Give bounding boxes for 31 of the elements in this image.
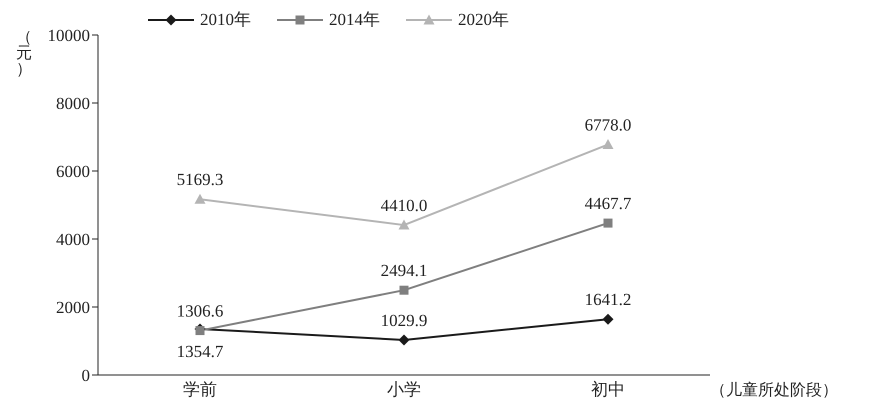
data-label: 5169.3 [176,170,224,190]
y-tick-label: 6000 [56,162,90,182]
data-label: 6778.0 [584,116,632,135]
point [398,220,410,230]
data-label: 4467.7 [584,194,632,214]
point [194,194,206,204]
data-label: 4410.0 [380,196,428,216]
legend-label: 2014年 [329,9,380,31]
x-tick-label: 初中 [591,380,625,400]
data-label: 1641.2 [584,290,632,310]
y-tick-label: 2000 [56,298,90,318]
data-label: 1029.9 [380,310,428,330]
x-tick-label: 学前 [183,380,217,400]
y-axis-title: （元） [16,29,32,78]
data-label: 1354.7 [176,342,224,361]
point [602,139,614,150]
point [604,218,612,228]
point [602,314,614,325]
x-axis-title: （儿童所处阶段） [710,380,838,401]
data-label: 2494.1 [380,261,428,280]
data-label: 1306.6 [176,302,224,321]
point [398,334,410,346]
point [196,326,204,336]
point [400,286,408,295]
legend-label: 2010年 [200,9,251,31]
y-tick-label: 4000 [56,230,90,250]
x-tick-label: 小学 [387,380,421,400]
y-tick-label: 0 [82,366,90,386]
y-tick-label: 8000 [56,94,90,114]
legend-label: 2020年 [458,9,509,31]
y-tick-label: 10000 [48,26,90,46]
